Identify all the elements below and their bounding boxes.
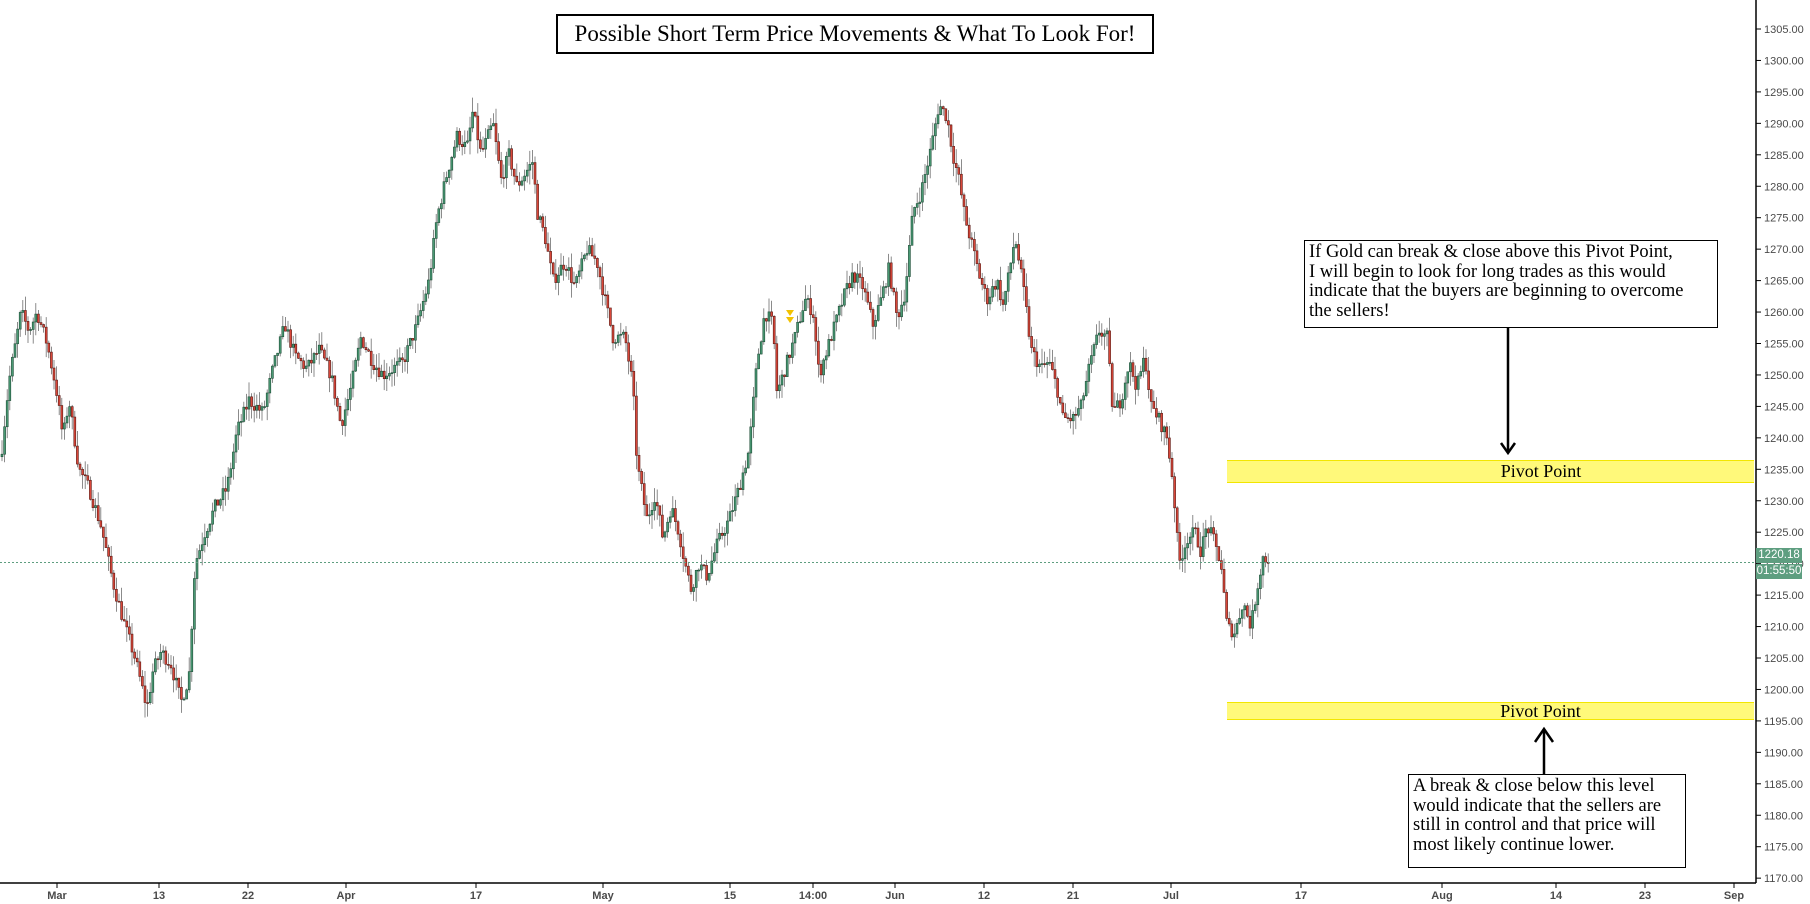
y-tick-label: 1210.00: [1764, 622, 1804, 634]
y-tick-label: 1235.00: [1764, 464, 1804, 476]
y-tick-label: 1270.00: [1764, 244, 1804, 256]
x-tick-label: Jul: [1163, 890, 1179, 902]
upper-note-line: If Gold can break & close above this Piv…: [1309, 242, 1673, 262]
x-tick-label: 23: [1639, 890, 1651, 902]
y-tick-label: 1225.00: [1764, 527, 1804, 539]
lower-pivot-label: Pivot Point: [1500, 701, 1581, 721]
x-tick-label: 17: [1295, 890, 1307, 902]
event-marker-icon[interactable]: [786, 310, 794, 316]
upper-note-line: indicate that the buyers are beginning t…: [1309, 281, 1684, 301]
y-tick-label: 1190.00: [1764, 747, 1803, 759]
x-tick-label: May: [592, 890, 614, 902]
y-tick-label: 1275.00: [1764, 213, 1804, 225]
upper-pivot-zone[interactable]: Pivot Point: [1227, 460, 1754, 483]
lower-pivot-zone[interactable]: Pivot Point: [1227, 702, 1754, 720]
y-tick-label: 1180.00: [1764, 810, 1803, 822]
x-tick-label: 12: [978, 890, 990, 902]
y-tick-label: 1290.00: [1764, 118, 1804, 130]
event-marker-icon[interactable]: [786, 317, 794, 323]
upper-pivot-label: Pivot Point: [1500, 461, 1582, 481]
y-tick-label: 1280.00: [1764, 181, 1804, 193]
x-tick-label: Sep: [1724, 890, 1744, 902]
x-tick-label: 15: [724, 890, 736, 902]
bar-countdown-label: 01:55:50: [1756, 564, 1802, 579]
y-tick-label: 1195.00: [1764, 716, 1803, 728]
lower-note-line: A break & close below this level: [1413, 776, 1655, 796]
candlestick-series: [0, 97, 1270, 718]
y-tick-label: 1200.00: [1764, 684, 1804, 696]
x-tick-label: 21: [1067, 890, 1079, 902]
chart-title: Possible Short Term Price Movements & Wh…: [556, 14, 1154, 54]
y-tick-label: 1230.00: [1764, 496, 1804, 508]
x-tick-label: Aug: [1431, 890, 1452, 902]
y-tick-label: 1305.00: [1764, 24, 1804, 36]
x-tick-label: 13: [153, 890, 165, 902]
lower-note-line: most likely continue lower.: [1413, 834, 1615, 855]
y-tick-label: 1295.00: [1764, 87, 1804, 99]
x-tick-label: Jun: [885, 890, 905, 902]
down-arrow-icon: [1499, 328, 1517, 456]
x-tick-label: Mar: [47, 890, 67, 902]
x-tick-label: 22: [242, 890, 254, 902]
lower-note: A break & close below this level would i…: [1408, 774, 1686, 868]
y-tick-label: 1285.00: [1764, 150, 1804, 162]
x-tick-label: 17: [470, 890, 482, 902]
x-tick-label: 14:00: [799, 890, 827, 902]
price-axis[interactable]: 1305.00 1300.00 1295.00 1290.00 1285.00 1280.…: [1755, 0, 1804, 885]
x-tick-label: 14: [1550, 890, 1563, 902]
x-tick-label: Apr: [337, 890, 357, 902]
y-tick-label: 1255.00: [1764, 339, 1804, 351]
y-tick-label: 1300.00: [1764, 55, 1804, 67]
y-tick-label: 1170.00: [1764, 873, 1803, 885]
upper-note: If Gold can break & close above this Piv…: [1304, 240, 1718, 328]
y-tick-label: 1250.00: [1764, 370, 1804, 382]
y-tick-label: 1240.00: [1764, 433, 1804, 445]
upper-note-line: the sellers!: [1309, 300, 1390, 321]
y-tick-label: 1205.00: [1764, 653, 1804, 665]
event-markers[interactable]: [786, 310, 794, 323]
y-tick-label: 1260.00: [1764, 307, 1804, 319]
lower-note-line: still in control and that price will: [1413, 815, 1656, 835]
up-arrow-icon: [1533, 726, 1555, 775]
y-tick-label: 1215.00: [1764, 590, 1804, 602]
y-tick-label: 1245.00: [1764, 401, 1804, 413]
upper-note-line: I will begin to look for long trades as …: [1309, 261, 1666, 282]
time-axis[interactable]: Mar 13 22 Apr 17 May 15 14:00 Jun 12 21 Jul 17 Aug 14 2…: [0, 882, 1756, 902]
current-price-label: 1220.18: [1756, 548, 1802, 563]
lower-note-line: would indicate that the sellers are: [1413, 795, 1662, 816]
y-tick-label: 1265.00: [1764, 276, 1804, 288]
y-tick-label: 1185.00: [1764, 779, 1803, 791]
y-tick-label: 1175.00: [1764, 842, 1803, 854]
